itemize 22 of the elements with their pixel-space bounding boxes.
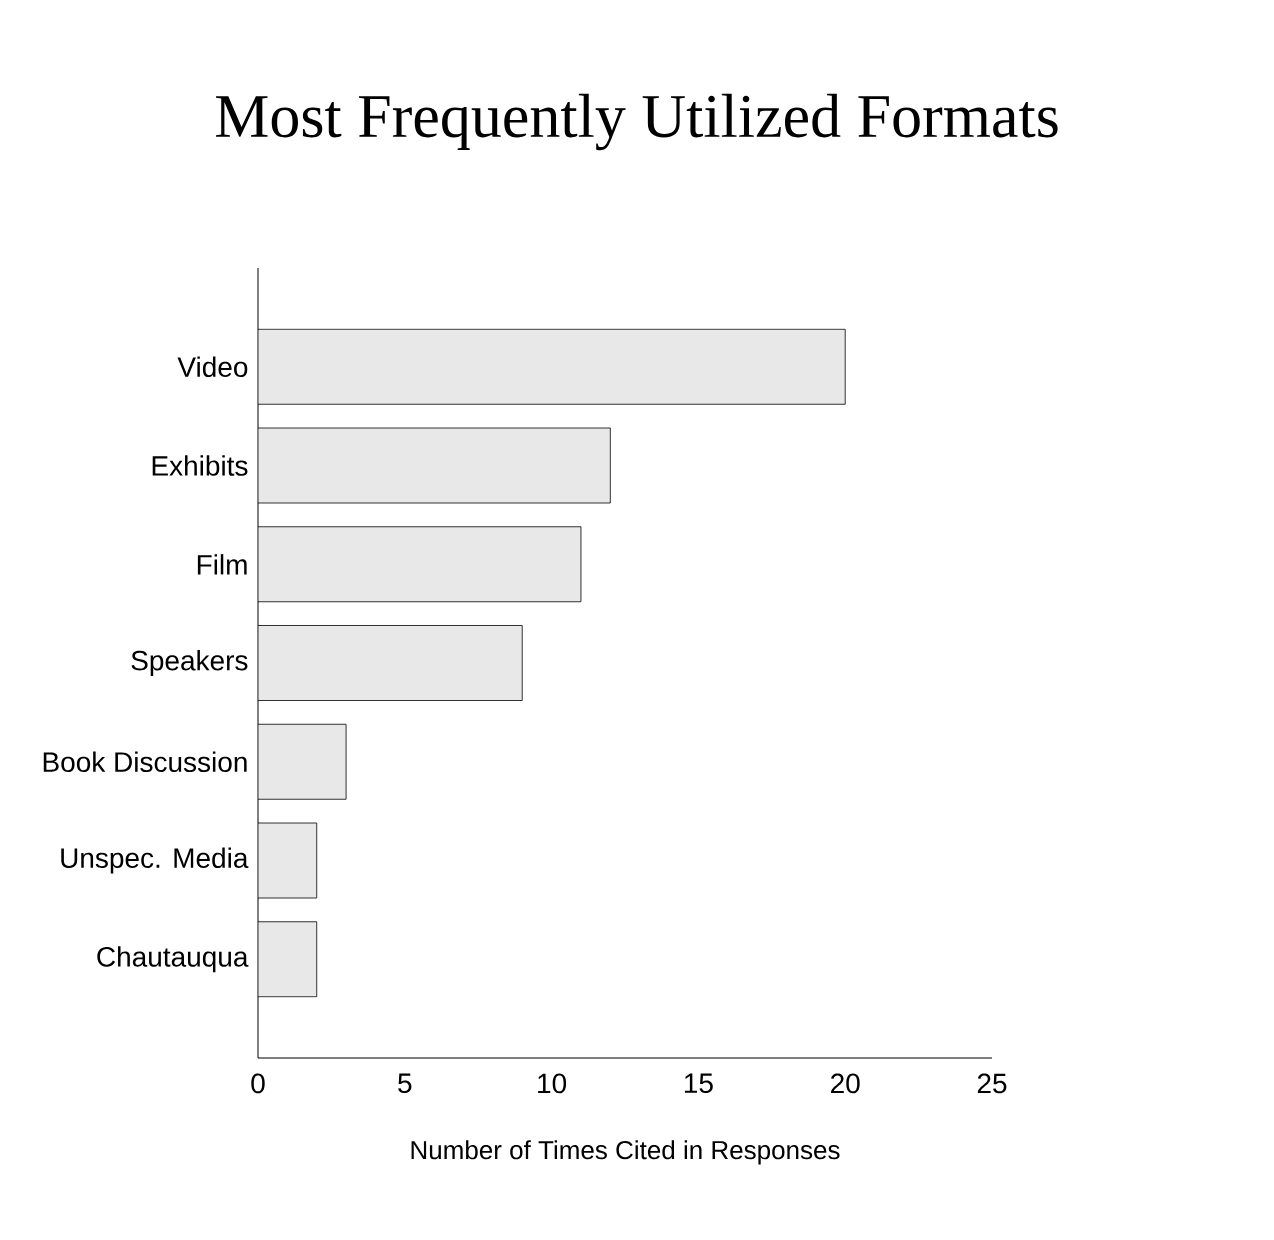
chart-title: Most Frequently Utilized Formats [216,93,1058,151]
x-tick-label: 0 [251,1073,265,1094]
x-tick-label: 20 [831,1073,860,1094]
bar [258,921,318,998]
bar [258,526,582,603]
y-tick-label: Book Discussion [43,751,247,773]
x-tick-label: 5 [398,1073,412,1094]
y-tick-label: Film [197,554,247,575]
bar [258,723,347,800]
x-tick-label: 25 [977,1073,1007,1094]
y-tick-label: Video [177,356,248,378]
bar [258,427,611,504]
y-tick-label: Exhibits [152,455,248,476]
y-tick-label: Unspec. Media [61,847,249,874]
x-tick-label: 10 [538,1073,567,1094]
x-tick-label: 15 [684,1073,713,1094]
y-tick-label: Speakers [131,649,248,677]
y-tick-label: Chautauqua [97,946,249,973]
bar [258,625,523,701]
bar [258,328,846,405]
bar [258,822,318,899]
x-axis-title: Number of Times Cited in Responses [411,1140,840,1165]
